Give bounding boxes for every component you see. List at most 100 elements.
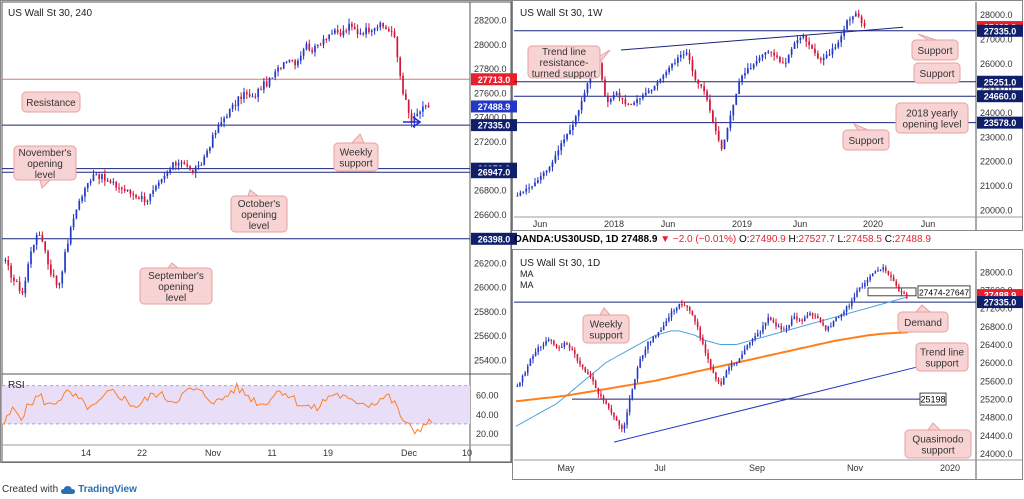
h4-rsi-label: RSI [8,380,25,391]
daily-label-trendline-text: support [925,359,959,370]
daily-candle [775,322,777,327]
daily-candle [702,337,704,345]
weekly-label-trendline-pointer [599,49,611,64]
weekly-candle [790,48,793,55]
weekly-candle [653,85,656,91]
weekly-candle [700,84,703,87]
h4-label-resistance-text: Resistance [26,98,76,109]
weekly-candle [682,54,685,56]
h4-candle [13,277,15,282]
weekly-level-23578-tag [977,116,1023,129]
daily-header-text: OANDA:US30USD, 1D 27488.9 ▼ −2.0 (−0.01%… [514,234,931,245]
h4-y-tick: 25600.0 [474,331,507,341]
weekly-candle [703,86,705,92]
h4-candle [373,28,376,31]
daily-candle [722,377,725,385]
daily-candle [607,403,610,409]
daily-zone-tag [917,285,971,299]
h4-candle [58,283,61,285]
h4-label-resistance-box [21,91,81,113]
weekly-candle [519,192,522,196]
h4-x-tick: Dec [401,448,418,458]
h4-candle [297,60,299,66]
daily-candle [892,277,895,282]
h4-candle [268,77,271,87]
daily-candle [563,342,566,348]
weekly-candle [808,41,810,46]
footer-credit[interactable]: Created with TradingView [2,484,137,495]
daily-candle [890,274,892,278]
daily-candle [526,365,529,373]
daily-candle [817,316,819,319]
panel-daily-border [512,249,1023,480]
h4-level-27335-tag-text: 27335.0 [478,121,511,131]
daily-candle [869,276,871,281]
weekly-candle [805,35,808,42]
h4-candle [101,173,103,180]
h4-candle [396,37,399,58]
weekly-chart: US Wall St 30, 1W 20000.0 21000.0 22000.0 23… [514,2,1023,230]
weekly-candle [758,57,761,61]
weekly-candle [819,58,822,61]
h4-x-tick: 11 [267,448,276,458]
h4-label-october-box [230,195,288,233]
h4-candle [351,23,353,27]
weekly-candle [545,170,548,173]
panel-weekly-border [512,0,1023,231]
weekly-candle [817,53,819,59]
daily-candle [725,371,728,378]
weekly-y-tick: 25000.0 [980,83,1013,93]
daily-candle [516,386,519,388]
h4-candle [132,193,135,196]
h4-candle [257,88,260,98]
daily-candle [547,339,550,341]
daily-y-tick: 25200.0 [980,394,1013,404]
weekly-candle [814,48,816,54]
daily-candle [529,359,532,366]
daily-candle [741,354,743,359]
daily-candle [903,292,905,294]
daily-candle [610,408,613,413]
daily-candle [905,293,908,296]
footer-brand: TradingView [78,484,137,495]
weekly-label-support-3-text: Support [848,136,883,147]
daily-candle [749,342,751,346]
daily-label-weekly-support-pointer [599,307,612,316]
daily-candle [733,363,735,365]
weekly-label-support-2: Support [913,62,961,84]
h4-candle [30,251,32,265]
h4-candle [192,169,194,173]
weekly-candle [857,13,860,17]
daily-y-tick: 26400.0 [980,340,1013,350]
daily-header-part: H: [789,234,799,245]
h4-level-27713-tag [471,73,517,86]
weekly-candle [784,62,787,64]
daily-candle [628,398,631,413]
daily-candle [621,425,623,429]
h4-candle [390,31,393,33]
weekly-candle [738,82,740,94]
weekly-candle [685,52,688,55]
h4-candle [424,105,427,107]
weekly-candle [767,51,770,53]
h4-candle [160,179,163,183]
h4-candle [422,106,424,112]
weekly-candle [749,68,752,70]
weekly-label-support-1-pointer [917,33,937,41]
h4-candle [393,31,396,38]
weekly-candle [671,63,673,68]
daily-candle [636,367,639,379]
weekly-y-tick: 20000.0 [980,206,1013,216]
daily-x-tick: May [557,463,575,473]
h4-candle [186,164,189,167]
daily-header-part: C: [885,234,895,245]
weekly-candle [782,62,784,64]
weekly-candle [726,128,729,140]
weekly-candle [674,62,676,64]
weekly-candle [852,16,854,20]
daily-x-tick: Sep [749,463,765,473]
